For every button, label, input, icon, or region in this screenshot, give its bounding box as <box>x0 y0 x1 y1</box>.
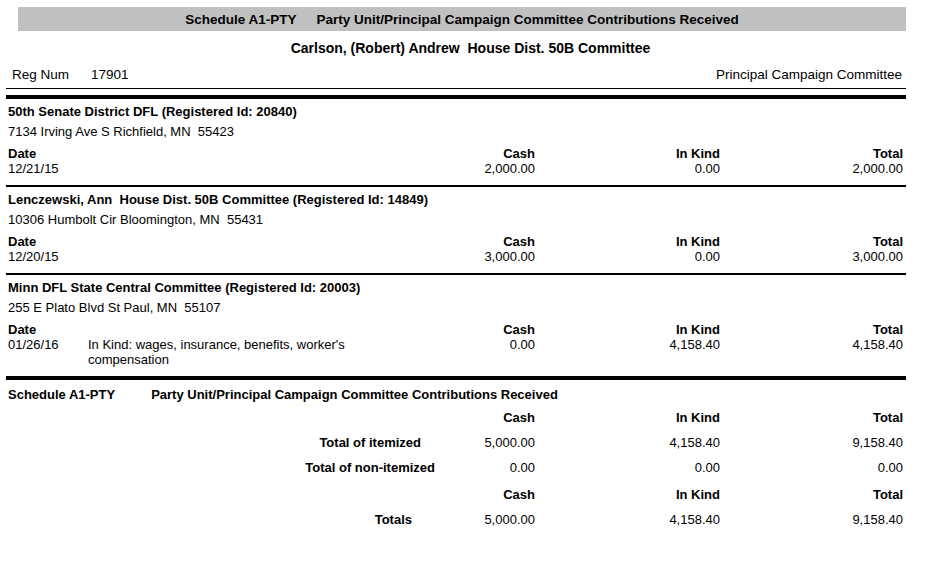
contributor-name: Lenczewski, Ann House Dist. 50B Committe… <box>8 192 941 207</box>
column-header-total: Total <box>720 487 903 502</box>
report-page: Schedule A1-PTY Party Unit/Principal Cam… <box>0 7 941 563</box>
total-cell: 9,158.40 <box>720 435 903 450</box>
column-header-inkind: In Kind <box>535 487 720 502</box>
contributor-address: 255 E Plato Blvd St Paul, MN 55107 <box>8 300 941 315</box>
total-cell: 3,000.00 <box>720 249 903 264</box>
committee-type: Principal Campaign Committee <box>716 67 902 82</box>
total-cell: 9,158.40 <box>720 512 903 527</box>
total-cell: 0.00 <box>720 460 903 475</box>
contributor-section: Minn DFL State Central Committee (Regist… <box>0 275 941 380</box>
contributor-address: 7134 Irving Ave S Richfield, MN 55423 <box>8 124 941 139</box>
description-cell <box>88 249 435 264</box>
contributor-address: 10306 Humbolt Cir Bloomington, MN 55431 <box>8 212 941 227</box>
cash-cell: 0.00 <box>435 460 535 475</box>
column-header-row: Date Cash In Kind Total <box>8 146 903 161</box>
column-header-row: Date Cash In Kind Total <box>8 322 903 337</box>
column-header-cash: Cash <box>435 487 535 502</box>
date-cell: 01/26/16 <box>8 337 88 367</box>
body-end-double-rule <box>6 376 906 380</box>
description-cell <box>88 161 435 176</box>
total-cell: 2,000.00 <box>720 161 903 176</box>
total-cell: 4,158.40 <box>720 337 903 367</box>
cash-cell: 0.00 <box>435 337 535 367</box>
contributor-name: 50th Senate District DFL (Registered Id:… <box>8 104 941 119</box>
column-header-inkind: In Kind <box>535 410 720 425</box>
column-header-date: Date <box>8 322 88 337</box>
total-itemized-row: Total of itemized 5,000.00 4,158.40 9,15… <box>8 435 903 450</box>
column-header-cash: Cash <box>435 146 535 161</box>
contributor-section: Lenczewski, Ann House Dist. 50B Committe… <box>0 187 941 275</box>
summary-column-header-row: Cash In Kind Total <box>8 487 903 502</box>
column-header-inkind: In Kind <box>535 146 720 161</box>
summary-schedule-title: Party Unit/Principal Campaign Committee … <box>151 387 558 402</box>
totals-label: Totals <box>8 512 435 527</box>
column-header-inkind: In Kind <box>535 234 720 249</box>
contribution-row: 01/26/16 In Kind: wages, insurance, bene… <box>8 337 903 367</box>
reg-num-value: 17901 <box>91 67 129 82</box>
contribution-row: 12/21/15 2,000.00 0.00 2,000.00 <box>8 161 903 176</box>
summary-schedule-label: Schedule A1-PTY <box>8 387 115 402</box>
inkind-cell: 0.00 <box>535 460 720 475</box>
column-header-total: Total <box>720 410 903 425</box>
column-header-date: Date <box>8 234 88 249</box>
summary-section: Schedule A1-PTY Party Unit/Principal Cam… <box>0 387 941 527</box>
cash-cell: 3,000.00 <box>435 249 535 264</box>
contribution-row: 12/20/15 3,000.00 0.00 3,000.00 <box>8 249 903 264</box>
summary-column-header-row: Cash In Kind Total <box>8 410 903 425</box>
contributor-name: Minn DFL State Central Committee (Regist… <box>8 280 941 295</box>
cash-cell: 5,000.00 <box>435 512 535 527</box>
contributor-section: 50th Senate District DFL (Registered Id:… <box>0 99 941 187</box>
cash-cell: 2,000.00 <box>435 161 535 176</box>
inkind-cell: 0.00 <box>535 249 720 264</box>
column-header-cash: Cash <box>435 234 535 249</box>
description-cell: In Kind: wages, insurance, benefits, wor… <box>88 337 435 367</box>
total-non-itemized-row: Total of non-itemized 0.00 0.00 0.00 <box>8 460 903 475</box>
inkind-cell: 0.00 <box>535 161 720 176</box>
column-header-row: Date Cash In Kind Total <box>8 234 903 249</box>
total-itemized-label: Total of itemized <box>8 435 435 450</box>
column-header-cash: Cash <box>435 322 535 337</box>
column-header-cash: Cash <box>435 410 535 425</box>
summary-title: Schedule A1-PTY Party Unit/Principal Cam… <box>8 387 941 402</box>
inkind-cell: 4,158.40 <box>535 435 720 450</box>
header-rule <box>6 88 906 89</box>
schedule-label: Schedule A1-PTY <box>185 12 296 27</box>
reg-num-label: Reg Num <box>12 67 69 82</box>
date-cell: 12/21/15 <box>8 161 88 176</box>
column-header-total: Total <box>720 234 903 249</box>
schedule-title: Party Unit/Principal Campaign Committee … <box>316 12 738 27</box>
totals-row: Totals 5,000.00 4,158.40 9,158.40 <box>8 512 903 527</box>
registration-row: Reg Num 17901 Principal Campaign Committ… <box>12 67 902 82</box>
date-cell: 12/20/15 <box>8 249 88 264</box>
column-header-total: Total <box>720 322 903 337</box>
committee-name: Carlson, (Robert) Andrew House Dist. 50B… <box>0 40 941 56</box>
total-non-itemized-label: Total of non-itemized <box>8 460 435 475</box>
cash-cell: 5,000.00 <box>435 435 535 450</box>
inkind-cell: 4,158.40 <box>535 512 720 527</box>
schedule-title-bar: Schedule A1-PTY Party Unit/Principal Cam… <box>18 7 906 31</box>
column-header-date: Date <box>8 146 88 161</box>
column-header-total: Total <box>720 146 903 161</box>
inkind-cell: 4,158.40 <box>535 337 720 367</box>
column-header-inkind: In Kind <box>535 322 720 337</box>
